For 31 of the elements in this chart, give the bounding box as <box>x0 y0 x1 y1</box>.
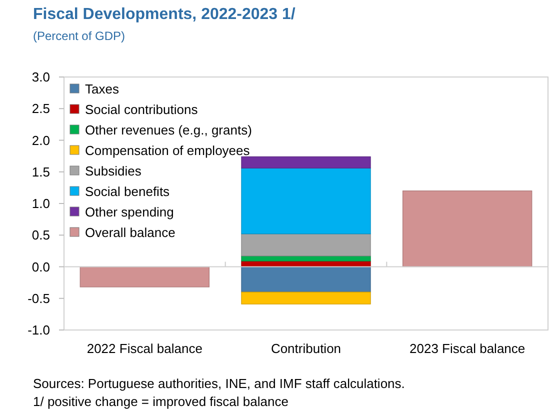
y-tick-label: 2.0 <box>32 132 50 148</box>
y-tick-label: -0.5 <box>28 290 50 306</box>
y-tick-label: 1.0 <box>32 196 50 212</box>
x-tick-label: Contribution <box>270 341 342 356</box>
x-tick-label: 2023 Fiscal balance <box>410 341 526 356</box>
y-tick-label: 3.0 <box>32 70 50 85</box>
legend-label: Social benefits <box>85 184 170 200</box>
source-note: Sources: Portuguese authorities, INE, and IMF staff calculations. <box>33 376 405 391</box>
bar <box>241 234 371 256</box>
bar <box>241 292 371 304</box>
y-tick-label: 2.5 <box>32 101 50 116</box>
chart-subtitle: (Percent of GDP) <box>33 29 126 43</box>
bar <box>241 156 371 168</box>
legend-label: Compensation of employees <box>85 143 250 158</box>
y-tick-label: 0.0 <box>32 259 50 274</box>
legend-label: Social contributions <box>85 102 198 118</box>
legend-label: Other revenues (e.g., grants) <box>85 122 252 138</box>
chart-title: Fiscal Developments, 2022-2023 1/ <box>33 6 296 23</box>
bar <box>241 168 371 234</box>
bar <box>402 190 532 268</box>
legend-label: Subsidies <box>85 164 142 179</box>
legend-label: Taxes <box>85 82 120 97</box>
y-tick-label: 1.5 <box>32 164 50 180</box>
x-tick-label: 2022 Fiscal balance <box>86 341 202 356</box>
bar <box>80 266 210 288</box>
legend-label: Overall balance <box>85 225 176 240</box>
text: 1/ positive change = improved fiscal balance <box>33 394 288 409</box>
legend-label: Other spending <box>85 204 174 220</box>
y-tick-label: 0.5 <box>32 228 50 243</box>
bar <box>241 266 371 292</box>
y-tick-label: -1.0 <box>28 322 50 338</box>
